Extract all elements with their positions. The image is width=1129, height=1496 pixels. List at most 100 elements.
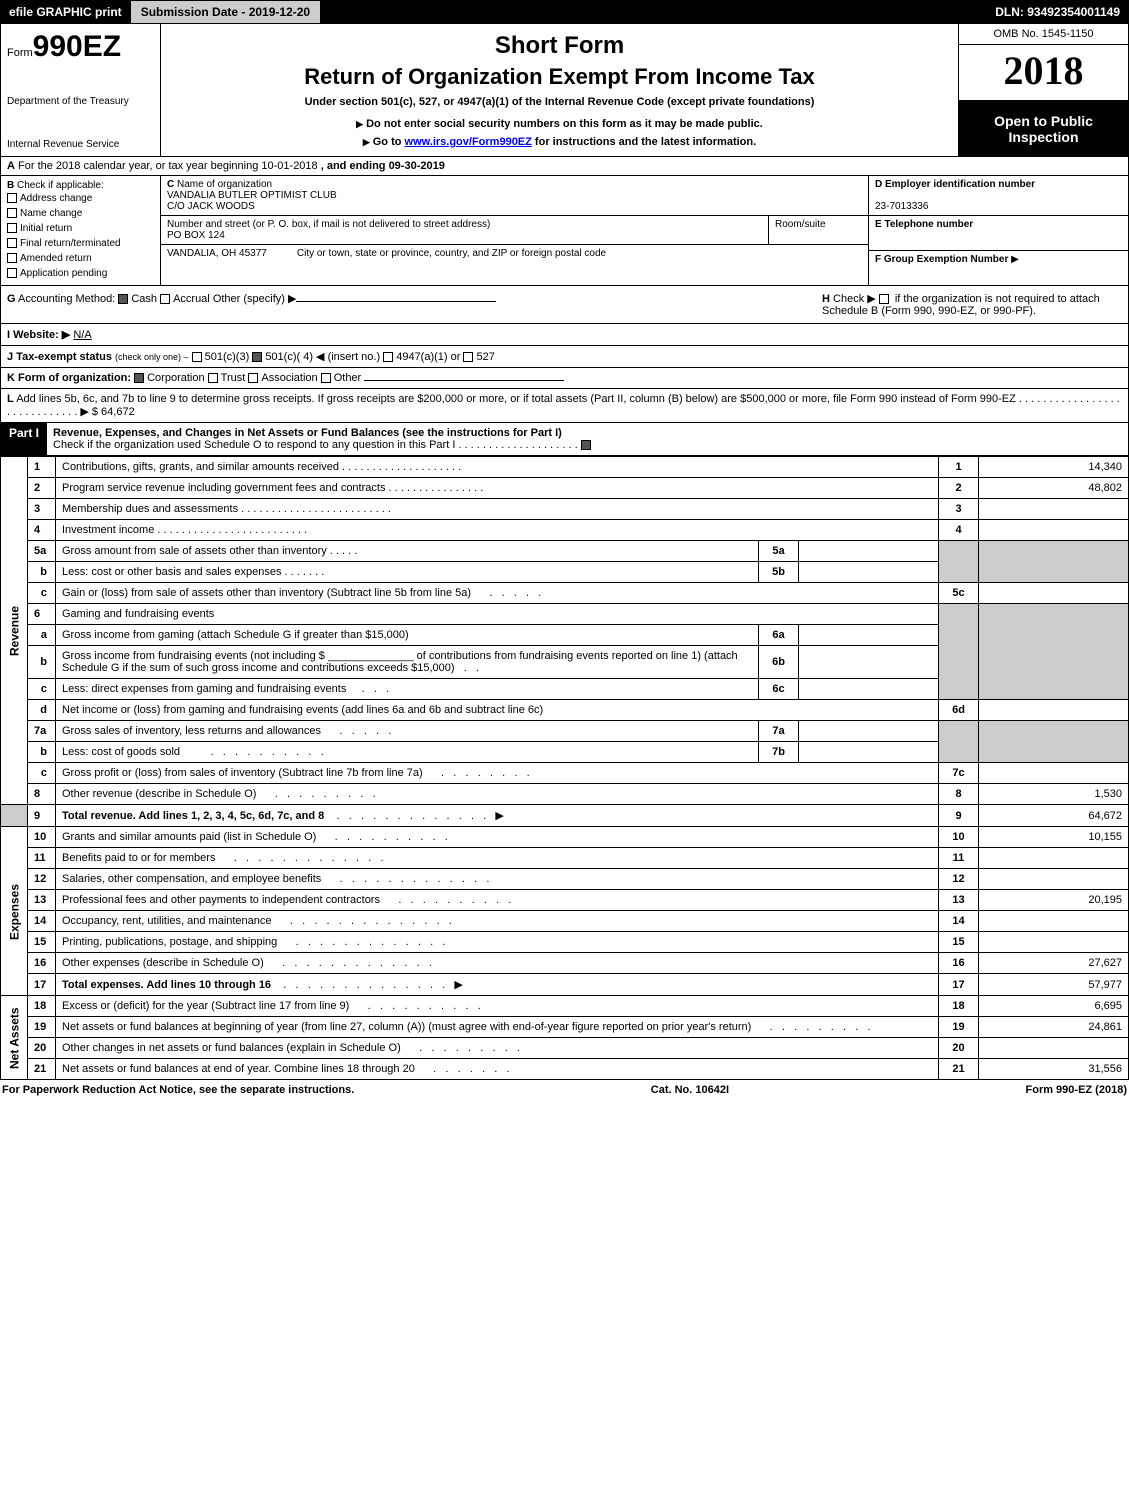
- mid-val: [799, 562, 939, 583]
- table-row: c Gain or (loss) from sale of assets oth…: [1, 583, 1129, 604]
- org-address-row: Number and street (or P. O. box, if mail…: [161, 216, 868, 245]
- mid-box: 6a: [759, 625, 799, 646]
- row-g-accounting: G Accounting Method: Cash Accrual Other …: [0, 286, 1129, 324]
- row-l-gross-receipts: L Add lines 5b, 6c, and 7b to line 9 to …: [0, 389, 1129, 423]
- check-527[interactable]: [463, 352, 473, 362]
- check-final-label: Final return/terminated: [20, 238, 121, 249]
- l-text: Add lines 5b, 6c, and 7b to line 9 to de…: [16, 393, 1016, 405]
- table-row: Expenses 10 Grants and similar amounts p…: [1, 827, 1129, 848]
- mid-val: [799, 721, 939, 742]
- line-num: 1: [28, 457, 56, 478]
- form-header: Form990EZ Department of the Treasury Int…: [0, 24, 1129, 157]
- check-corporation[interactable]: [134, 373, 144, 383]
- opt-other: Other: [334, 372, 362, 384]
- line-a-pre: For the 2018 calendar year, or tax year …: [18, 160, 318, 172]
- goto-suffix: for instructions and the latest informat…: [532, 136, 756, 148]
- line-desc: Membership dues and assessments: [62, 503, 238, 515]
- check-cash[interactable]: [118, 294, 128, 304]
- line-desc: Other revenue (describe in Schedule O): [62, 788, 256, 800]
- line-amount: [979, 763, 1129, 784]
- goto-link[interactable]: www.irs.gov/Form990EZ: [405, 136, 532, 148]
- line-num: c: [28, 583, 56, 604]
- line-desc: Other changes in net assets or fund bala…: [62, 1042, 401, 1054]
- label-k: K Form of organization:: [7, 372, 131, 384]
- line-box: 10: [939, 827, 979, 848]
- room-suite-label: Room/suite: [775, 219, 826, 230]
- line-desc: Gross amount from sale of assets other t…: [62, 545, 327, 557]
- tax-year: 2018: [959, 45, 1128, 101]
- line-num: b: [28, 742, 56, 763]
- line-box: 1: [939, 457, 979, 478]
- line-amount: [979, 583, 1129, 604]
- row-j-tax-status: J Tax-exempt status (check only one) – 5…: [0, 346, 1129, 368]
- check-schedule-o[interactable]: [581, 440, 591, 450]
- line-num: 3: [28, 499, 56, 520]
- check-initial-return[interactable]: Initial return: [7, 221, 154, 236]
- open-public-line1: Open to Public: [961, 113, 1126, 129]
- check-4947[interactable]: [383, 352, 393, 362]
- mid-val: [799, 742, 939, 763]
- top-bar: efile GRAPHIC print Submission Date - 20…: [0, 0, 1129, 24]
- check-other-org[interactable]: [321, 373, 331, 383]
- line-desc: Net assets or fund balances at beginning…: [62, 1021, 751, 1033]
- line-num: 17: [28, 974, 56, 996]
- grey-box: [939, 721, 979, 763]
- submission-date: Submission Date - 2019-12-20: [130, 1, 320, 23]
- line-desc: Salaries, other compensation, and employ…: [62, 873, 321, 885]
- line-box: 15: [939, 932, 979, 953]
- line-box: 19: [939, 1017, 979, 1038]
- h-check-label: Check ▶: [833, 293, 876, 305]
- part-1-lines-table: Revenue 1 Contributions, gifts, grants, …: [0, 456, 1129, 1080]
- table-row: 20 Other changes in net assets or fund b…: [1, 1038, 1129, 1059]
- table-row: 19 Net assets or fund balances at beginn…: [1, 1017, 1129, 1038]
- line-box: 7c: [939, 763, 979, 784]
- check-name-change[interactable]: Name change: [7, 206, 154, 221]
- check-amended-return[interactable]: Amended return: [7, 251, 154, 266]
- label-h: H: [822, 293, 830, 305]
- line-num: c: [28, 763, 56, 784]
- check-501c[interactable]: [252, 352, 262, 362]
- telephone-cell: E Telephone number: [869, 216, 1128, 251]
- line-num: d: [28, 700, 56, 721]
- line-amount: 64,672: [979, 805, 1129, 827]
- check-accrual[interactable]: [160, 294, 170, 304]
- short-form-title: Short Form: [167, 32, 952, 60]
- line-amount: 48,802: [979, 478, 1129, 499]
- check-pending-label: Application pending: [20, 268, 107, 279]
- check-association[interactable]: [248, 373, 258, 383]
- check-application-pending[interactable]: Application pending: [7, 266, 154, 281]
- line-desc: Other expenses (describe in Schedule O): [62, 957, 264, 969]
- line-box: 16: [939, 953, 979, 974]
- label-g: G: [7, 293, 16, 305]
- check-trust[interactable]: [208, 373, 218, 383]
- line-desc: Less: direct expenses from gaming and fu…: [62, 683, 346, 695]
- table-row: 11 Benefits paid to or for members . . .…: [1, 848, 1129, 869]
- check-501c3[interactable]: [192, 352, 202, 362]
- mid-val: [799, 541, 939, 562]
- footer-form-ref: Form 990-EZ (2018): [1026, 1084, 1127, 1096]
- table-row: 21 Net assets or fund balances at end of…: [1, 1059, 1129, 1080]
- line-desc: Professional fees and other payments to …: [62, 894, 380, 906]
- line-amount: 27,627: [979, 953, 1129, 974]
- omb-number: OMB No. 1545-1150: [959, 24, 1128, 45]
- line-amount: 20,195: [979, 890, 1129, 911]
- check-schedule-b[interactable]: [879, 294, 889, 304]
- line-num: b: [28, 562, 56, 583]
- check-final-return[interactable]: Final return/terminated: [7, 236, 154, 251]
- table-row: 5a Gross amount from sale of assets othe…: [1, 541, 1129, 562]
- line-box: 11: [939, 848, 979, 869]
- table-row: 13 Professional fees and other payments …: [1, 890, 1129, 911]
- table-row: 7a Gross sales of inventory, less return…: [1, 721, 1129, 742]
- mid-box: 6c: [759, 679, 799, 700]
- check-address-change[interactable]: Address change: [7, 191, 154, 206]
- label-c: C: [167, 179, 174, 190]
- line-box: 8: [939, 784, 979, 805]
- table-row: 16 Other expenses (describe in Schedule …: [1, 953, 1129, 974]
- check-amended-label: Amended return: [20, 253, 92, 264]
- line-num: b: [28, 646, 56, 679]
- org-info-block: C Name of organization VANDALIA BUTLER O…: [161, 176, 868, 285]
- part-1-title-block: Revenue, Expenses, and Changes in Net As…: [47, 423, 1128, 455]
- header-center: Short Form Return of Organization Exempt…: [161, 24, 958, 156]
- table-row: 12 Salaries, other compensation, and emp…: [1, 869, 1129, 890]
- line-desc: Grants and similar amounts paid (list in…: [62, 831, 316, 843]
